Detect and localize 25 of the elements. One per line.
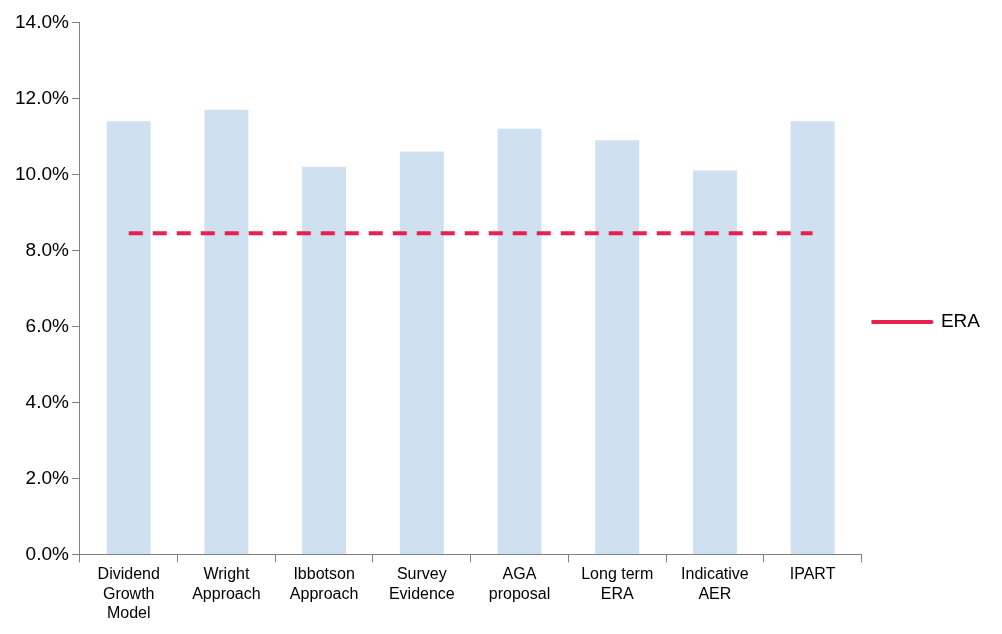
x-tick-label: Survey Evidence	[388, 565, 455, 602]
x-tick-label: Long term ERA	[581, 565, 654, 602]
x-tick-label: Wright Approach	[192, 565, 261, 602]
bar	[106, 121, 151, 554]
y-tick-label: 14.0%	[15, 10, 69, 32]
bar	[204, 109, 249, 554]
bar	[692, 170, 737, 554]
bar	[399, 151, 444, 554]
y-tick-label: 10.0%	[15, 162, 69, 184]
y-tick-label: 0.0%	[25, 542, 69, 564]
bar	[595, 140, 640, 554]
y-tick-label: 8.0%	[25, 238, 69, 260]
x-tick-label: IPART	[789, 565, 836, 583]
x-tick-label: Dividend Growth Model	[97, 565, 160, 621]
bar	[497, 128, 542, 554]
x-tick-label: AGA proposal	[488, 565, 551, 602]
bar	[302, 166, 347, 554]
x-tick-label: Indicative AER	[681, 565, 749, 602]
y-tick-label: 4.0%	[25, 390, 69, 412]
bar	[790, 121, 835, 554]
y-tick-label: 6.0%	[25, 314, 69, 336]
legend-label: ERA	[940, 310, 981, 332]
y-tick-label: 12.0%	[15, 86, 69, 108]
y-tick-label: 2.0%	[25, 466, 69, 488]
x-tick-label: Ibbotson Approach	[289, 565, 359, 602]
